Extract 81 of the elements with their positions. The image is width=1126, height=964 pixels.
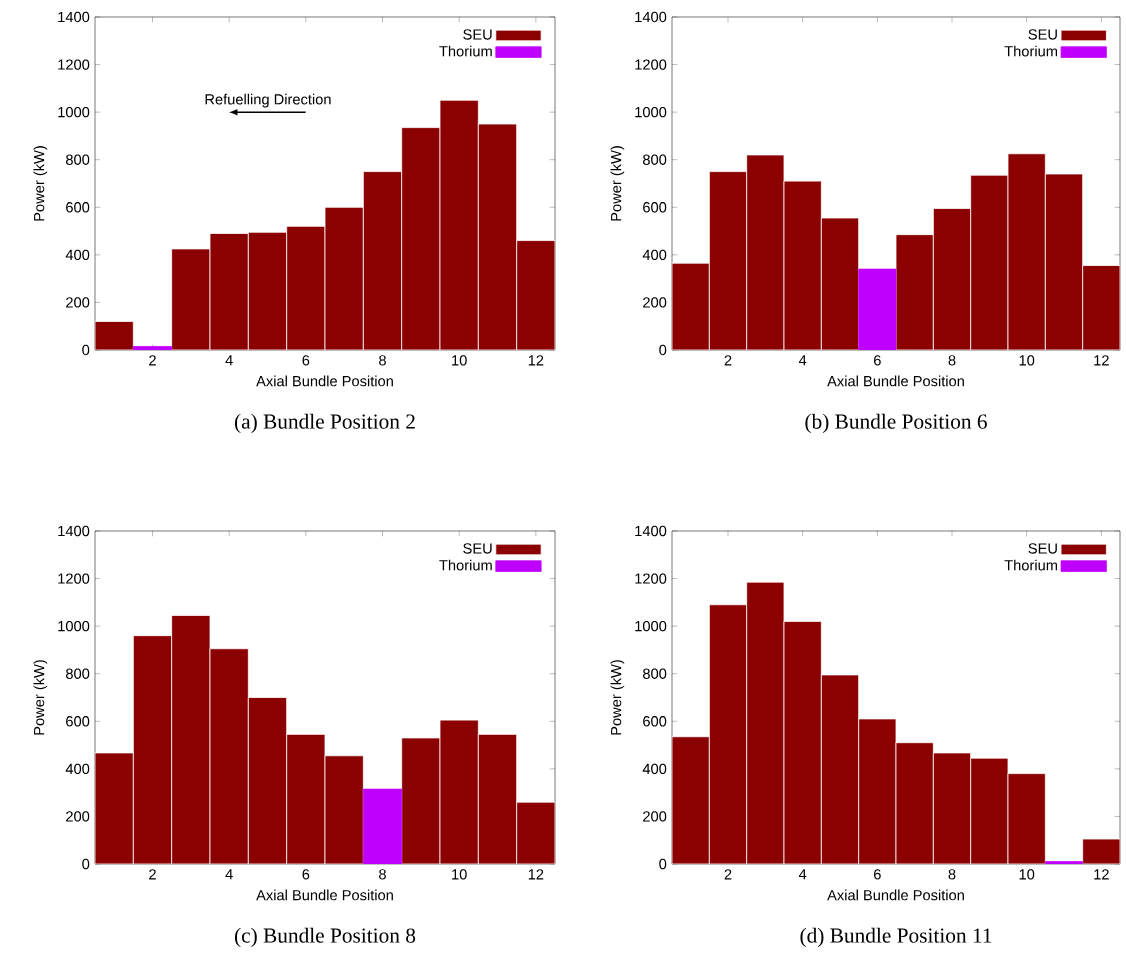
annotation: Refuelling Direction — [205, 93, 331, 108]
legend-label: SEU — [463, 543, 492, 554]
y-tick-label: 1000 — [58, 620, 90, 632]
y-tick-label: 1400 — [58, 525, 90, 537]
x-tick-label: 12 — [528, 355, 544, 366]
legend-label: Thorium — [1004, 45, 1058, 57]
x-tick-label: 2 — [149, 355, 156, 366]
y-axis-title: Power (kW) — [33, 660, 48, 735]
text: (b) Bundle Position 6 — [805, 413, 987, 434]
y-tick-label: 1400 — [635, 525, 667, 537]
y-tick-label: 400 — [642, 763, 667, 775]
y-tick-label: 1000 — [635, 106, 667, 118]
y-tick-label: 1200 — [58, 573, 90, 584]
x-tick-label: 12 — [1094, 355, 1109, 366]
x-tick-label: 8 — [948, 355, 956, 366]
y-tick-label: 800 — [66, 668, 90, 679]
y-tick-label: 400 — [642, 249, 667, 261]
legend-label: SEU — [1028, 29, 1057, 40]
y-tick-label: 200 — [66, 811, 90, 822]
x-axis-title: Axial Bundle Position — [256, 889, 393, 901]
y-axis-title: Power (kW) — [610, 660, 625, 735]
y-tick-label: 1400 — [635, 11, 667, 23]
legend-label: Thorium — [1004, 559, 1058, 571]
y-tick-label: 800 — [643, 668, 667, 679]
y-tick-label: 1000 — [635, 620, 667, 632]
legend-label: SEU — [1028, 543, 1057, 554]
y-tick-label: 200 — [66, 297, 90, 308]
y-tick-label: 400 — [65, 249, 90, 261]
x-axis-title: Axial Bundle Position — [256, 375, 393, 387]
x-tick-label: 2 — [149, 869, 156, 880]
y-tick-label: 400 — [65, 763, 90, 775]
y-tick-label: 0 — [659, 344, 667, 356]
text: (a) Bundle Position 2 — [234, 413, 415, 434]
x-tick-label: 8 — [379, 355, 386, 366]
y-tick-label: 800 — [643, 154, 667, 165]
x-tick-label: 4 — [225, 355, 233, 366]
x-tick-label: 12 — [528, 869, 544, 880]
x-tick-label: 6 — [874, 869, 881, 880]
legend-label: Thorium — [439, 45, 492, 57]
x-tick-label: 6 — [874, 355, 881, 366]
y-tick-label: 200 — [643, 297, 667, 308]
y-tick-label: 0 — [82, 858, 90, 870]
y-tick-label: 600 — [643, 202, 667, 213]
y-tick-label: 1200 — [635, 59, 667, 70]
bar — [132, 346, 173, 350]
x-tick-label: 10 — [1019, 355, 1035, 366]
y-tick-label: 1400 — [58, 11, 90, 23]
bar — [1082, 838, 1121, 864]
y-axis-title: Power (kW) — [33, 146, 48, 221]
y-tick-label: 0 — [82, 344, 90, 356]
text: (d) Bundle Position 11 — [800, 927, 992, 948]
legend-label: Thorium — [439, 559, 492, 571]
x-tick-label: 10 — [1019, 869, 1035, 880]
x-tick-label: 2 — [724, 355, 732, 366]
y-tick-label: 800 — [66, 154, 90, 165]
legend-label: SEU — [463, 29, 492, 40]
x-axis-title: Axial Bundle Position — [827, 889, 964, 901]
x-tick-label: 10 — [452, 355, 467, 366]
bar — [362, 788, 403, 864]
y-tick-label: 600 — [66, 202, 90, 213]
x-tick-label: 2 — [724, 869, 732, 880]
y-tick-label: 1000 — [58, 106, 90, 118]
x-axis-title: Axial Bundle Position — [827, 375, 964, 387]
bar — [95, 321, 134, 350]
x-tick-label: 10 — [452, 869, 467, 880]
y-tick-label: 1200 — [635, 573, 667, 584]
x-tick-label: 4 — [225, 869, 233, 880]
y-tick-label: 200 — [643, 811, 667, 822]
y-tick-label: 600 — [66, 716, 90, 727]
x-tick-label: 6 — [302, 355, 310, 366]
x-tick-label: 6 — [302, 869, 310, 880]
x-tick-label: 4 — [798, 869, 807, 880]
x-tick-label: 8 — [379, 869, 386, 880]
y-tick-label: 600 — [643, 716, 667, 727]
y-tick-label: 1200 — [58, 59, 90, 70]
x-tick-label: 8 — [948, 869, 956, 880]
x-tick-label: 12 — [1094, 869, 1109, 880]
y-axis-title: Power (kW) — [610, 146, 625, 221]
text: (c) Bundle Position 8 — [234, 927, 416, 948]
x-tick-label: 4 — [798, 355, 807, 366]
y-tick-label: 0 — [659, 858, 667, 870]
